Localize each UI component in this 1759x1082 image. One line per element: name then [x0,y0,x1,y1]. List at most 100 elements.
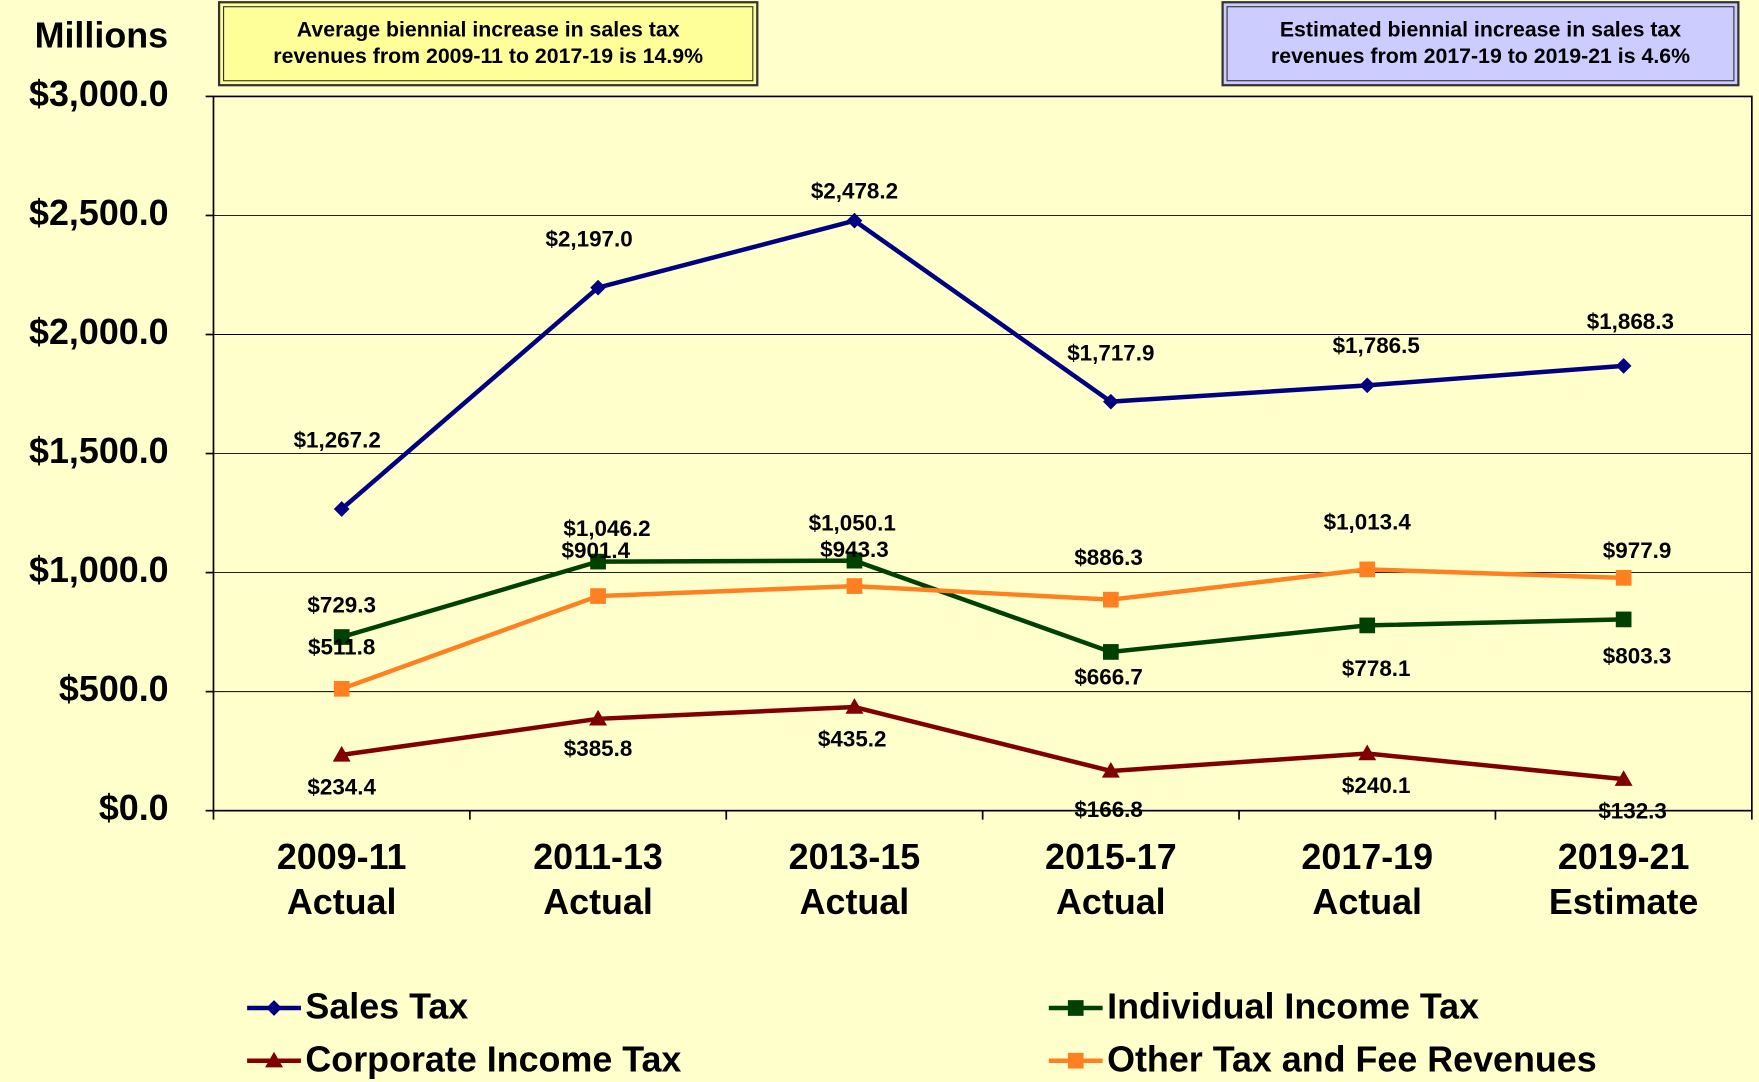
x-tick-label: 2011-13 Actual [533,837,663,922]
data-label: $435.2 [818,727,887,752]
x-tick-label-line: Actual [1056,882,1166,922]
marker [1615,569,1632,586]
data-label: $886.3 [1074,545,1143,570]
x-tick-label-line: Actual [800,882,910,922]
x-tick-label-line: 2017-19 [1301,837,1433,877]
marker [1614,770,1633,786]
data-label: $2,197.0 [545,226,632,251]
marker [333,629,350,645]
marker [1103,644,1119,660]
legend-label: Corporate Income Tax [305,1039,681,1079]
series-line [340,218,1624,511]
data-label: $778.1 [1342,656,1411,681]
legend-label: Sales Tax [305,987,468,1027]
series: $1,267.2 $2,197.0 $2,478.2 $1,717.9 $1,786.5… [294,179,1674,517]
data-label: $2,478.2 [811,179,898,204]
x-tick-label-line: Actual [1312,882,1422,922]
legend-label: Other Tax and Fee Revenues [1107,1039,1597,1079]
data-label: $132.3 [1598,799,1667,824]
data-label: $1,046.2 [563,516,650,541]
x-tick-label-line: Actual [543,882,653,922]
x-tick-label: 2019-21 Estimate [1549,837,1698,922]
series: $511.8 $901.4 $943.3 $886.3 $1,013.4 $977.9 [308,509,1672,697]
marker [1615,611,1632,628]
marker [265,1051,283,1068]
y-tick-label: $2,000.0 [29,312,169,352]
marker [846,578,863,594]
data-label: $1,786.5 [1333,333,1420,358]
marker [590,279,606,296]
data-label: $803.3 [1603,643,1672,668]
marker [1067,1000,1084,1016]
annotation-line: Estimated biennial increase in sales tax [1280,17,1681,41]
x-tick-label-line: 2011-13 [533,837,663,877]
data-label: $234.4 [307,774,376,799]
series-line [340,567,1624,691]
data-label: $511.8 [308,634,375,659]
data-label: $1,717.9 [1067,340,1154,365]
x-tick-label-line: 2019-21 [1558,837,1690,877]
series-line [341,704,1624,782]
data-label: $943.3 [820,537,889,562]
y-tick-label: $0.0 [99,788,169,828]
x-tick-label-line: 2009-11 [277,837,407,877]
data-label: $1,050.1 [809,511,896,536]
data-label: $1,013.4 [1324,509,1412,534]
data-label: $166.8 [1074,797,1143,822]
annotation: Estimated biennial increase in sales tax… [1271,17,1690,68]
marker [590,553,606,570]
series: $729.3 $1,046.2 $1,050.1 $666.7 $778.1 $803.3 [307,511,1671,690]
marker [333,680,350,697]
marker [333,501,350,517]
series-line [341,558,1624,655]
marker [1359,617,1376,634]
data-label: $385.8 [564,736,633,761]
marker [1067,1052,1084,1069]
marker [332,745,351,762]
data-label: $1,267.2 [294,428,381,453]
data-label: $1,868.3 [1587,309,1674,334]
y-tick-label: $3,000.0 [29,74,169,114]
annotation-box-inner [1226,6,1735,82]
annotation: Average biennial increase in sales tax re… [273,17,703,68]
data-label: $240.1 [1342,773,1411,798]
data-label: $977.9 [1603,538,1672,563]
marker [1359,377,1376,394]
marker [266,1000,282,1016]
data-label: $901.4 [562,538,631,563]
marker [590,588,606,604]
marker [1615,358,1632,374]
x-tick-label-line: Actual [287,882,397,922]
x-tick-label: 2009-11 Actual [277,837,407,922]
y-tick-label: $2,500.0 [29,193,169,233]
x-tick-label: 2015-17 Actual [1045,837,1177,922]
marker [1103,591,1119,608]
data-label: $666.7 [1074,665,1143,690]
x-tick-label: 2017-19 Actual [1301,837,1433,922]
marker [589,709,608,726]
marker [846,552,863,569]
y-tick-label: $1,000.0 [29,550,169,590]
legend-label: Individual Income Tax [1107,987,1479,1027]
x-tick-label: 2013-15 Actual [789,837,921,922]
annotation-line: revenues from 2009-11 to 2017-19 is 14.9… [273,44,703,68]
annotation-line: revenues from 2017-19 to 2019-21 is 4.6% [1271,44,1690,68]
marker [1358,744,1377,761]
annotation-box-inner [223,6,754,82]
x-tick-label-line: Estimate [1549,882,1698,922]
annotation-line: Average biennial increase in sales tax [297,17,680,41]
y-tick-label: $1,500.0 [29,431,169,471]
marker [1359,561,1376,578]
data-label: $729.3 [307,593,376,618]
marker [845,698,864,714]
series: $234.4 $385.8 $435.2 $166.8 $240.1 $132.3 [307,698,1667,824]
y-tick-label: $500.0 [59,669,169,709]
annotation-box [1221,1,1740,87]
y-axis-label: Millions [35,16,168,56]
annotation-box [217,1,759,87]
x-tick-label-line: 2013-15 [789,837,921,877]
x-tick-label-line: 2015-17 [1045,837,1177,877]
marker [1101,761,1120,778]
